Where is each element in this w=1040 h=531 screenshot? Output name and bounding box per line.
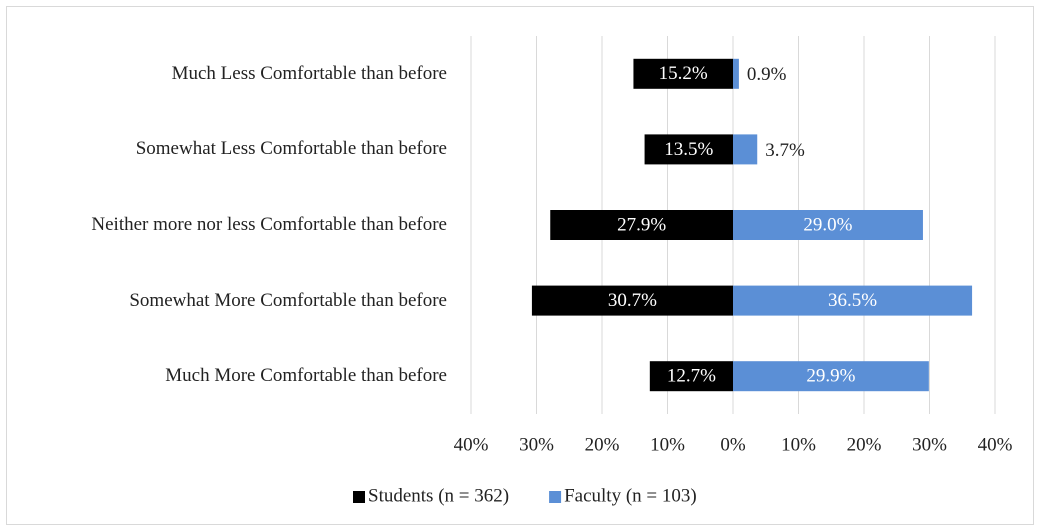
x-tick-label: 10%: [650, 434, 685, 455]
category-label: Somewhat Less Comfortable than before: [135, 138, 447, 160]
x-tick-label: 0%: [720, 434, 746, 455]
bar: [531, 285, 733, 316]
x-tick-label: 30%: [519, 434, 554, 455]
data-label: 29.9%: [806, 366, 855, 387]
data-label: 36.5%: [828, 290, 877, 311]
data-label: 29.0%: [803, 214, 852, 235]
bar: [733, 210, 923, 240]
x-tick-label: 10%: [781, 434, 816, 455]
bar: [644, 134, 733, 165]
data-label: 30.7%: [608, 290, 657, 311]
data-label: 12.7%: [667, 366, 716, 387]
bar: [733, 58, 739, 89]
category-label: Neither more nor less Comfortable than b…: [91, 214, 447, 235]
category-label-box: Neither more nor less Comfortable than b…: [20, 195, 447, 255]
data-label: 0.9%: [747, 64, 787, 85]
data-label: 27.9%: [617, 214, 666, 235]
data-label: 13.5%: [664, 139, 713, 160]
bar: [550, 210, 733, 240]
category-label-box: Much More Comfortable than before: [20, 346, 447, 406]
data-label: 3.7%: [765, 140, 805, 161]
bar: [733, 285, 973, 316]
data-label: 15.2%: [659, 63, 708, 84]
legend-label: Students (n = 362): [368, 485, 509, 506]
category-label: Somewhat More Comfortable than before: [129, 289, 447, 311]
bar: [633, 58, 733, 89]
legend-label: Faculty (n = 103): [564, 485, 697, 506]
bar: [733, 361, 929, 392]
category-label-box: Somewhat Less Comfortable than before: [20, 119, 447, 179]
category-label: Much Less Comfortable than before: [171, 62, 447, 84]
legend-swatch: [353, 491, 365, 503]
category-label-box: Somewhat More Comfortable than before: [20, 271, 447, 331]
bar: [733, 134, 758, 165]
x-tick-label: 40%: [454, 434, 489, 455]
category-label-box: Much Less Comfortable than before: [20, 44, 447, 104]
x-tick-label: 20%: [585, 434, 620, 455]
x-tick-label: 20%: [847, 434, 882, 455]
legend-swatch: [549, 491, 562, 503]
x-tick-label: 30%: [912, 434, 947, 455]
category-label: Much More Comfortable than before: [165, 365, 447, 387]
x-tick-label: 40%: [978, 434, 1013, 455]
bar: [649, 361, 733, 392]
chart-border: [6, 6, 1034, 525]
